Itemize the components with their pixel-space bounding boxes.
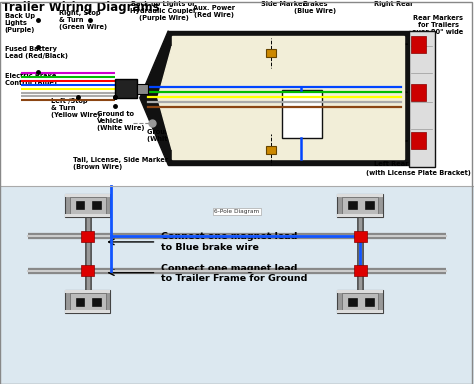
Text: Side Marker: Side Marker <box>261 154 305 161</box>
Bar <box>65 214 110 217</box>
Bar <box>365 201 374 209</box>
Bar <box>81 265 94 276</box>
Bar <box>266 49 276 57</box>
Bar <box>282 90 322 138</box>
Text: Fused Battery
Lead (Red/Black): Fused Battery Lead (Red/Black) <box>5 46 68 59</box>
Bar <box>411 84 426 101</box>
Text: Left /Stop
& Turn
(Yellow Wire): Left /Stop & Turn (Yellow Wire) <box>51 98 100 118</box>
Text: Brakes
(Blue Wire): Brakes (Blue Wire) <box>294 1 336 14</box>
Text: Ground to Trailer
(White Wire): Ground to Trailer (White Wire) <box>147 129 210 142</box>
Text: Rear Markers
for Trailers
over 80" wide: Rear Markers for Trailers over 80" wide <box>412 15 464 35</box>
Bar <box>65 290 110 293</box>
Polygon shape <box>172 36 404 159</box>
Bar <box>337 214 383 217</box>
Bar <box>409 31 435 167</box>
Bar <box>337 290 383 313</box>
Bar <box>65 194 110 217</box>
Bar <box>411 36 426 53</box>
Bar <box>354 231 367 242</box>
Bar <box>70 197 106 214</box>
Bar <box>337 194 383 197</box>
Text: (Yellow): (Yellow) <box>207 78 237 84</box>
Text: Back Up
Lights
(Purple): Back Up Lights (Purple) <box>5 13 35 33</box>
Text: Electric Brake
Control (Blue): Electric Brake Control (Blue) <box>5 73 57 86</box>
Bar <box>337 310 383 313</box>
Text: (Brown): (Brown) <box>312 84 342 91</box>
Polygon shape <box>168 31 410 165</box>
Text: Ground to
Vehicle
(White Wire): Ground to Vehicle (White Wire) <box>97 111 145 131</box>
Bar <box>348 298 357 306</box>
Bar <box>365 298 374 306</box>
Bar <box>348 201 357 209</box>
Bar <box>337 290 383 293</box>
Bar <box>81 231 94 242</box>
Text: (Green): (Green) <box>216 63 245 69</box>
Bar <box>266 146 276 154</box>
Bar <box>92 298 101 306</box>
Text: Left Rear: Left Rear <box>374 161 409 167</box>
Bar <box>342 197 378 214</box>
Bar <box>115 79 137 98</box>
Polygon shape <box>140 31 168 165</box>
Text: Back up Lights or
Hydraulic Coupler
(Purple Wire): Back up Lights or Hydraulic Coupler (Pur… <box>130 1 197 21</box>
Text: Right, Stop
& Turn
(Green Wire): Right, Stop & Turn (Green Wire) <box>59 10 108 30</box>
Bar <box>76 201 84 209</box>
Bar <box>70 293 106 310</box>
Text: Connect one magnet lead
to Blue brake wire: Connect one magnet lead to Blue brake wi… <box>161 232 298 252</box>
Text: 6-Pole Diagram: 6-Pole Diagram <box>214 209 260 214</box>
Text: Tail, License, Side Marker
(Brown Wire): Tail, License, Side Marker (Brown Wire) <box>73 157 169 170</box>
Text: Trailer Wiring Diagrams: Trailer Wiring Diagrams <box>2 1 160 14</box>
Bar <box>76 298 84 306</box>
Text: Right Rear: Right Rear <box>374 1 414 7</box>
Bar <box>354 265 367 276</box>
Text: Aux. Power
(Red Wire): Aux. Power (Red Wire) <box>193 5 236 18</box>
Bar <box>411 132 426 149</box>
Polygon shape <box>158 46 172 150</box>
Text: Connect one magnet lead
to Trailer Frame for Ground: Connect one magnet lead to Trailer Frame… <box>161 264 308 283</box>
Bar <box>337 194 383 217</box>
Bar <box>342 293 378 310</box>
Bar <box>137 84 148 94</box>
Text: Side Marker: Side Marker <box>261 1 305 7</box>
Bar <box>65 310 110 313</box>
Bar <box>92 201 101 209</box>
Bar <box>65 290 110 313</box>
Text: (with License Plate Bracket): (with License Plate Bracket) <box>366 170 471 176</box>
Bar <box>0 186 474 384</box>
Bar <box>65 194 110 197</box>
